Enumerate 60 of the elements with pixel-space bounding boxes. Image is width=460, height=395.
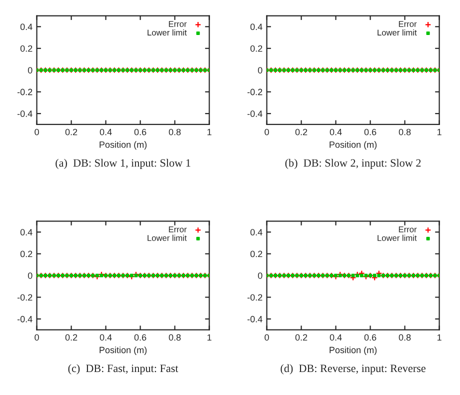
y-tick-label: -0.2 (17, 294, 32, 301)
y-tick-label: 0.4 (20, 229, 32, 236)
legend-label: Lower limit (148, 29, 187, 36)
text: (d) DB: Reverse, input: Reverse (280, 364, 426, 374)
x-tick-label: 0 (264, 334, 269, 341)
x-tick-label: 0 (34, 334, 39, 341)
y-tick-label: 0.4 (250, 24, 262, 30)
x-tick-label: 0 (34, 128, 39, 136)
x-axis-title: Position (m) (330, 141, 377, 150)
y-tick-label: 0.2 (20, 250, 32, 258)
legend-label: Error (168, 226, 187, 232)
x-tick-label: 0.8 (168, 334, 181, 341)
x-tick-label: 0.8 (398, 128, 411, 136)
x-tick-label: 1 (207, 128, 212, 136)
text: (a) DB: Slow 1, input: Slow 1 (56, 158, 190, 169)
x-tick-label: 1 (437, 128, 442, 136)
x-tick-label: 0.2 (295, 128, 308, 136)
y-tick-label: 0.2 (20, 45, 32, 52)
x-tick-label: 0.4 (100, 334, 112, 341)
y-tick-label: -0.2 (17, 88, 32, 96)
x-tick-label: 0.8 (398, 334, 411, 341)
x-tick-label: 0.6 (364, 334, 376, 341)
y-tick-label: 0.4 (20, 24, 32, 30)
y-tick-label: -0.4 (247, 316, 262, 322)
x-tick-label: 0.8 (168, 128, 181, 136)
y-tick-label: 0 (28, 272, 32, 279)
y-tick-label: 0.2 (250, 45, 262, 52)
y-tick-label: 0.2 (250, 250, 262, 258)
x-axis-title: Position (m) (100, 141, 147, 150)
x-tick-label: 0.4 (100, 128, 112, 136)
x-tick-label: 0.2 (65, 128, 78, 136)
y-tick-label: -0.4 (17, 316, 32, 322)
y-tick-label: 0 (28, 67, 32, 74)
legend-label: Error (398, 21, 417, 27)
legend-label: Lower limit (378, 234, 417, 241)
legend-label: Lower limit (148, 234, 187, 241)
y-tick-label: 0 (258, 67, 262, 74)
x-tick-label: 0.4 (330, 128, 342, 136)
x-tick-label: 0.4 (330, 334, 342, 341)
y-tick-label: -0.2 (247, 294, 262, 301)
x-tick-label: 0.6 (364, 128, 376, 136)
legend-label: Error (398, 226, 417, 232)
text: (c) DB: Fast, input: Fast (68, 364, 178, 374)
y-tick-label: -0.4 (247, 110, 262, 117)
legend-label: Lower limit (378, 29, 417, 36)
y-tick-label: 0.4 (250, 229, 262, 236)
text: (b) DB: Slow 2, input: Slow 2 (285, 158, 421, 169)
x-axis-title: Position (m) (100, 346, 147, 355)
x-axis-title: Position (m) (330, 346, 377, 355)
y-tick-label: -0.4 (17, 110, 32, 117)
legend-label: Error (168, 21, 187, 27)
x-tick-label: 1 (437, 334, 442, 341)
y-tick-label: -0.2 (247, 88, 262, 96)
x-tick-label: 0.2 (65, 334, 78, 341)
x-tick-label: 0.6 (134, 128, 146, 136)
x-tick-label: 0 (264, 128, 269, 136)
x-tick-label: 0.2 (295, 334, 308, 341)
y-tick-label: 0 (258, 272, 262, 279)
x-tick-label: 0.6 (134, 334, 146, 341)
x-tick-label: 1 (207, 334, 212, 341)
